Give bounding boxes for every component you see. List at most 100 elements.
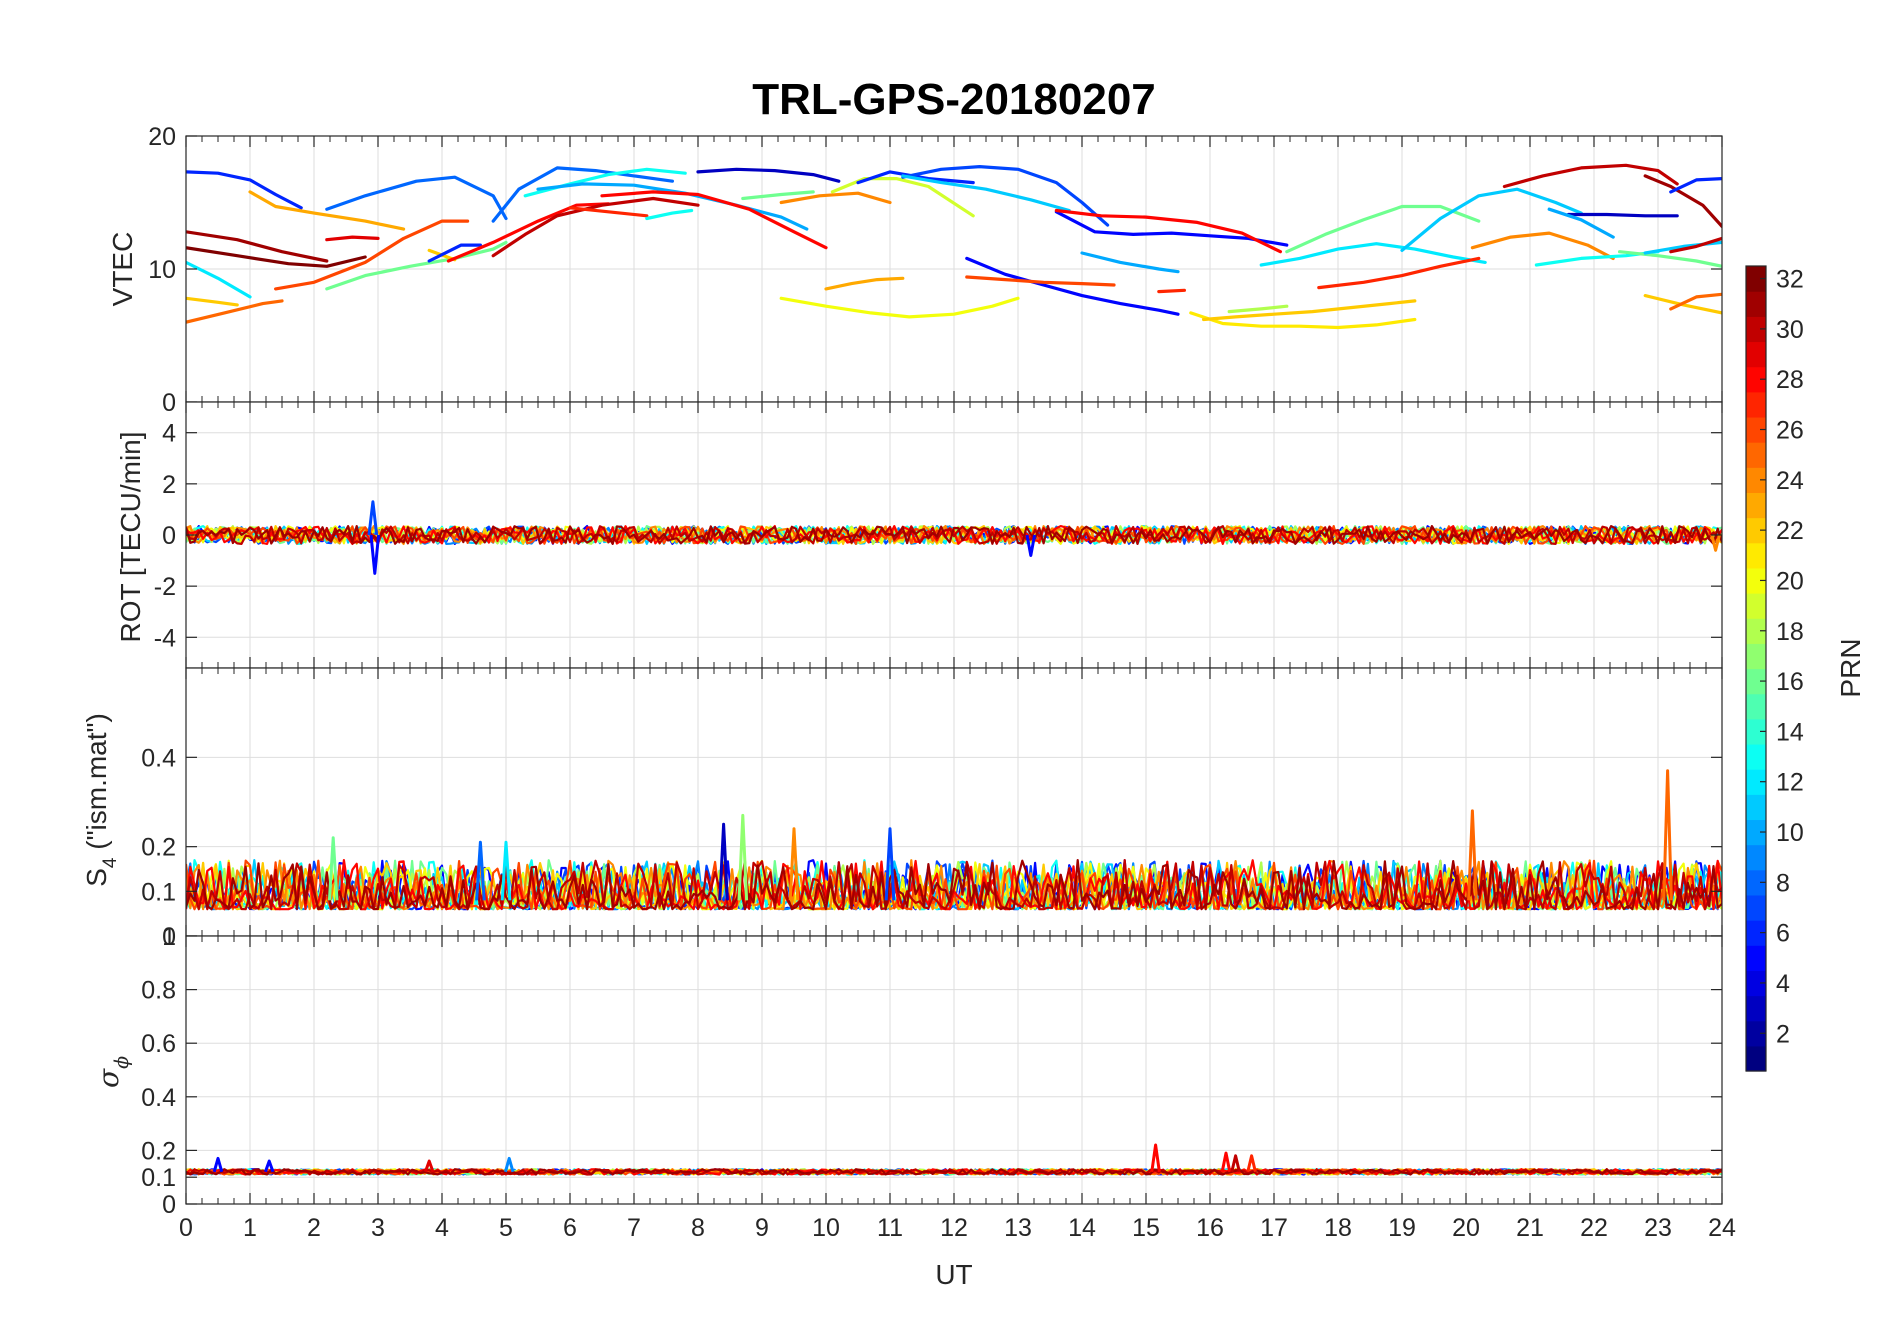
vtec-series-prn-10 <box>1547 207 1615 239</box>
sigma-spike-prn-28 <box>1220 1151 1232 1173</box>
colorbar-swatch-30 <box>1746 316 1766 343</box>
vtec-series-prn-11 <box>901 174 1071 213</box>
panel-rot: -4 -2 0 2 4 ROT [TECU/min] <box>115 401 1723 669</box>
colorbar-swatch-18 <box>1746 618 1766 644</box>
colorbar-swatch-15 <box>1746 693 1766 720</box>
y-tick-label: 0.8 <box>141 977 176 1005</box>
sigma-spike-prn-5 <box>263 1159 275 1173</box>
vtec-series-prn-27 <box>1157 288 1187 294</box>
colorbar-tick-label: 20 <box>1776 567 1804 595</box>
s4-spike-prn-16 <box>327 836 339 901</box>
vtec-series-prn-31 <box>1643 174 1722 228</box>
sigma-spike-prn-27 <box>1246 1154 1257 1173</box>
ylabel-sigma: σϕ <box>92 1056 133 1088</box>
s4-spike-prn-25 <box>1662 769 1673 901</box>
vtec-series-prn-10 <box>1080 251 1180 274</box>
y-tick-label: 0 <box>162 389 176 417</box>
colorbar-swatch-6 <box>1746 920 1766 946</box>
colorbar-tick-label: 32 <box>1776 266 1804 294</box>
colorbar-swatch-4 <box>1746 970 1766 997</box>
ticks-vtec: 0 10 20 <box>148 123 1723 417</box>
x-axis-label: UT <box>935 1259 972 1290</box>
s4-noise-prn-30 <box>186 858 1722 911</box>
colorbar-strips <box>1746 266 1766 1072</box>
series-rot <box>186 500 1722 575</box>
s4-spike-prn-17 <box>737 813 749 901</box>
vtec-series-prn-26 <box>965 275 1116 287</box>
colorbar-swatch-19 <box>1746 593 1766 619</box>
ylabel-vtec: VTEC <box>107 232 138 307</box>
ticks-sigma: 00.10.20.40.60.81 <box>141 923 1723 1219</box>
colorbar-tick-label: 12 <box>1776 769 1804 797</box>
vtec-series-prn-7 <box>901 165 1110 227</box>
ylabel-rot: ROT [TECU/min] <box>115 431 146 642</box>
colorbar-tick-label: 30 <box>1776 316 1804 344</box>
y-tick-label: 1 <box>162 923 176 951</box>
vtec-series-prn-31 <box>186 230 329 263</box>
x-tick-label: 14 <box>1068 1214 1096 1242</box>
vtec-series-prn-12 <box>1259 242 1487 267</box>
colorbar-swatch-9 <box>1746 844 1766 871</box>
y-tick-label: 0.1 <box>141 878 176 906</box>
vtec-series-prn-22 <box>1643 294 1722 315</box>
vtec-series-prn-27 <box>568 206 649 218</box>
series-s4 <box>186 769 1722 911</box>
rot-spike-prn-24 <box>1710 534 1721 552</box>
colorbar-swatch-17 <box>1746 643 1766 670</box>
colorbar-tick-label: 28 <box>1776 366 1804 394</box>
vtec-series-prn-18 <box>1227 304 1289 314</box>
y-tick-label: 4 <box>162 420 176 448</box>
s4-spike-prn-8 <box>475 840 486 901</box>
vtec-series-prn-21 <box>1189 311 1417 330</box>
y-tick-label: 0.4 <box>141 1084 176 1112</box>
colorbar-label: PRN <box>1835 638 1866 697</box>
rot-noise-prn-31 <box>186 524 1722 546</box>
colorbar-swatch-28 <box>1746 366 1766 393</box>
colorbar-swatch-26 <box>1746 416 1766 443</box>
vtec-series-prn-25 <box>186 299 284 324</box>
colorbar-tick-label: 6 <box>1776 920 1790 948</box>
x-tick-label: 20 <box>1452 1214 1480 1242</box>
colorbar-swatch-12 <box>1746 769 1766 795</box>
x-tick-label: 24 <box>1708 1214 1736 1242</box>
x-tick-label: 11 <box>877 1214 903 1242</box>
x-tick-label: 15 <box>1132 1214 1160 1242</box>
colorbar-swatch-29 <box>1746 341 1766 368</box>
y-tick-label: 0 <box>162 522 176 550</box>
vtec-series-prn-22 <box>186 296 239 307</box>
vtec-series-prn-6 <box>1669 177 1722 194</box>
vtec-series-prn-19 <box>830 177 975 218</box>
y-tick-label: 0.2 <box>141 834 176 862</box>
colorbar-swatch-20 <box>1746 567 1766 594</box>
x-tick-label: 9 <box>755 1214 769 1242</box>
colorbar-swatch-16 <box>1746 668 1766 695</box>
colorbar-tick-label: 26 <box>1776 417 1804 445</box>
y-tick-label: -2 <box>154 573 176 601</box>
vtec-series-prn-30 <box>491 196 700 258</box>
x-tick-label: 8 <box>691 1214 705 1242</box>
colorbar-swatch-2 <box>1746 1020 1766 1047</box>
colorbar-swatch-13 <box>1746 743 1766 770</box>
y-tick-label: 0 <box>162 923 176 951</box>
vtec-series-prn-28 <box>1054 208 1283 254</box>
vtec-series-prn-30 <box>1669 236 1722 254</box>
x-tick-label: 7 <box>627 1214 641 1242</box>
colorbar-swatch-31 <box>1746 291 1766 317</box>
colorbar-swatch-22 <box>1746 517 1766 544</box>
vtec-series-prn-23 <box>248 190 406 231</box>
sigma-spike-prn-29 <box>423 1159 435 1173</box>
colorbar-tick-label: 16 <box>1776 668 1804 696</box>
vtec-series-prn-3 <box>696 167 841 183</box>
vtec-series-prn-6 <box>186 170 303 210</box>
vtec-series-prn-16 <box>325 240 508 291</box>
vtec-series-prn-5 <box>1054 210 1289 247</box>
x-tick-label: 16 <box>1196 1214 1224 1242</box>
colorbar-swatch-32 <box>1746 266 1766 292</box>
colorbar-swatch-1 <box>1746 1045 1766 1072</box>
s4-noise-prn-31 <box>186 858 1722 911</box>
vtec-series-prn-26 <box>274 219 470 291</box>
vtec-series-prn-29 <box>325 235 380 242</box>
colorbar-swatch-3 <box>1746 995 1766 1022</box>
